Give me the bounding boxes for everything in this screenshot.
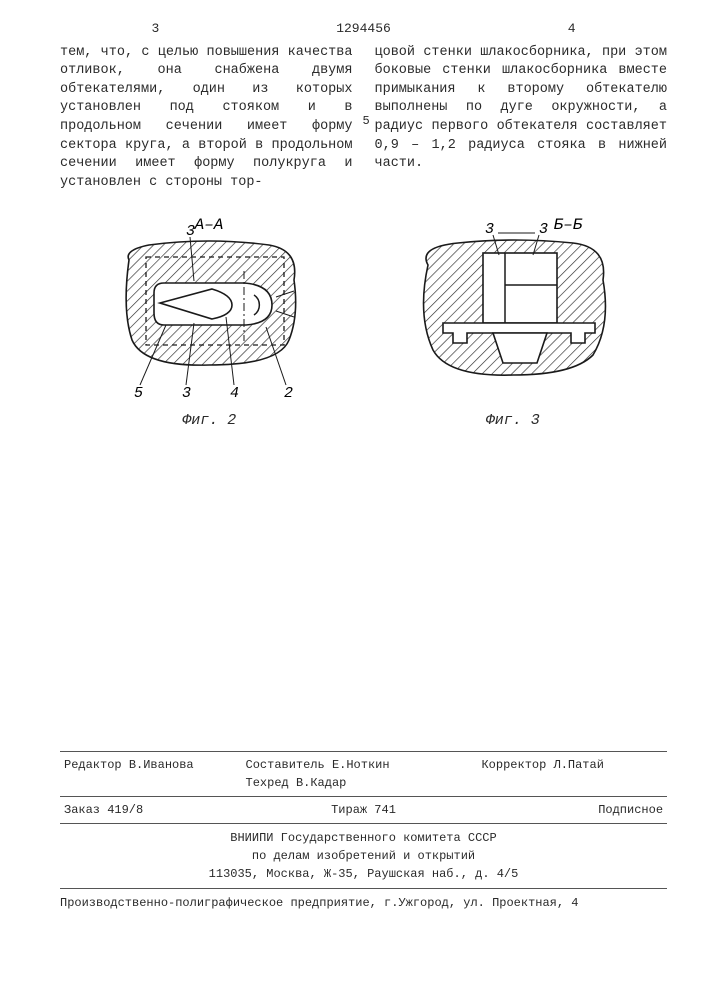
compiler-label: Составитель bbox=[246, 758, 325, 772]
page-number-left: 3 bbox=[145, 20, 165, 38]
editor-label: Редактор bbox=[64, 758, 122, 772]
imprint-block: Редактор В.Иванова Составитель Е.Ноткин … bbox=[60, 751, 667, 912]
callout-2: 2 bbox=[284, 385, 293, 400]
page-number-right: 4 bbox=[562, 20, 582, 38]
imprint-center: ВНИИПИ Государственного комитета СССР по… bbox=[60, 824, 667, 889]
corrector-cell: Корректор Л.Патай bbox=[481, 756, 663, 792]
editor-cell: Редактор В.Иванова bbox=[64, 756, 246, 792]
tirazh-cell: Тираж 741 bbox=[264, 801, 464, 819]
figure-3-caption: Фиг. 3 bbox=[393, 411, 633, 431]
figure-3-svg: Б–Б 3 3 bbox=[393, 215, 633, 400]
order-cell: Заказ 419/8 bbox=[64, 801, 264, 819]
callout-4: 4 bbox=[230, 385, 239, 400]
figures-row: А–А bbox=[60, 215, 667, 432]
editor-name: В.Иванова bbox=[129, 758, 194, 772]
techred-name: В.Кадар bbox=[296, 776, 346, 790]
techred-label: Техред bbox=[246, 776, 289, 790]
callout-3d: 3 bbox=[539, 221, 548, 238]
section-label-b: Б–Б bbox=[553, 216, 582, 234]
callout-3b: 3 bbox=[182, 385, 191, 400]
figure-2-caption: Фиг. 2 bbox=[94, 411, 324, 431]
callout-5: 5 bbox=[134, 385, 143, 400]
podpisnoe-cell: Подписное bbox=[463, 801, 663, 819]
body-text-left: тем, что, с целью повышения качества отл… bbox=[60, 45, 353, 190]
compiler-name: Е.Ноткин bbox=[332, 758, 390, 772]
document-number: 1294456 bbox=[336, 20, 391, 38]
figure-3: Б–Б 3 3 Фиг. 3 bbox=[393, 215, 633, 432]
column-left: тем, что, с целью повышения качества отл… bbox=[60, 44, 353, 193]
imprint-row-2: Заказ 419/8 Тираж 741 Подписное bbox=[60, 797, 667, 824]
corrector-label: Корректор bbox=[481, 758, 546, 772]
body-text-right: цовой стенки шлакосборника, при этом бок… bbox=[375, 45, 668, 172]
compiler-techred-cell: Составитель Е.Ноткин Техред В.Кадар bbox=[246, 756, 482, 792]
line-number-marker: 5 bbox=[363, 113, 370, 130]
body-columns: тем, что, с целью повышения качества отл… bbox=[60, 44, 667, 193]
imprint-row-1: Редактор В.Иванова Составитель Е.Ноткин … bbox=[60, 752, 667, 797]
header-row: 3 1294456 4 bbox=[60, 20, 667, 38]
page: 3 1294456 4 тем, что, с целью повышения … bbox=[0, 0, 707, 932]
corrector-name: Л.Патай bbox=[554, 758, 604, 772]
imprint-bottom: Производственно-полиграфическое предприя… bbox=[60, 889, 667, 912]
figure-2: А–А bbox=[94, 215, 324, 432]
column-right: 5 цовой стенки шлакосборника, при этом б… bbox=[375, 44, 668, 193]
callout-3c: 3 bbox=[485, 221, 494, 238]
figure-2-svg: А–А bbox=[94, 215, 324, 400]
section-label-a: А–А bbox=[194, 216, 224, 234]
callout-3a: 3 bbox=[186, 223, 195, 240]
